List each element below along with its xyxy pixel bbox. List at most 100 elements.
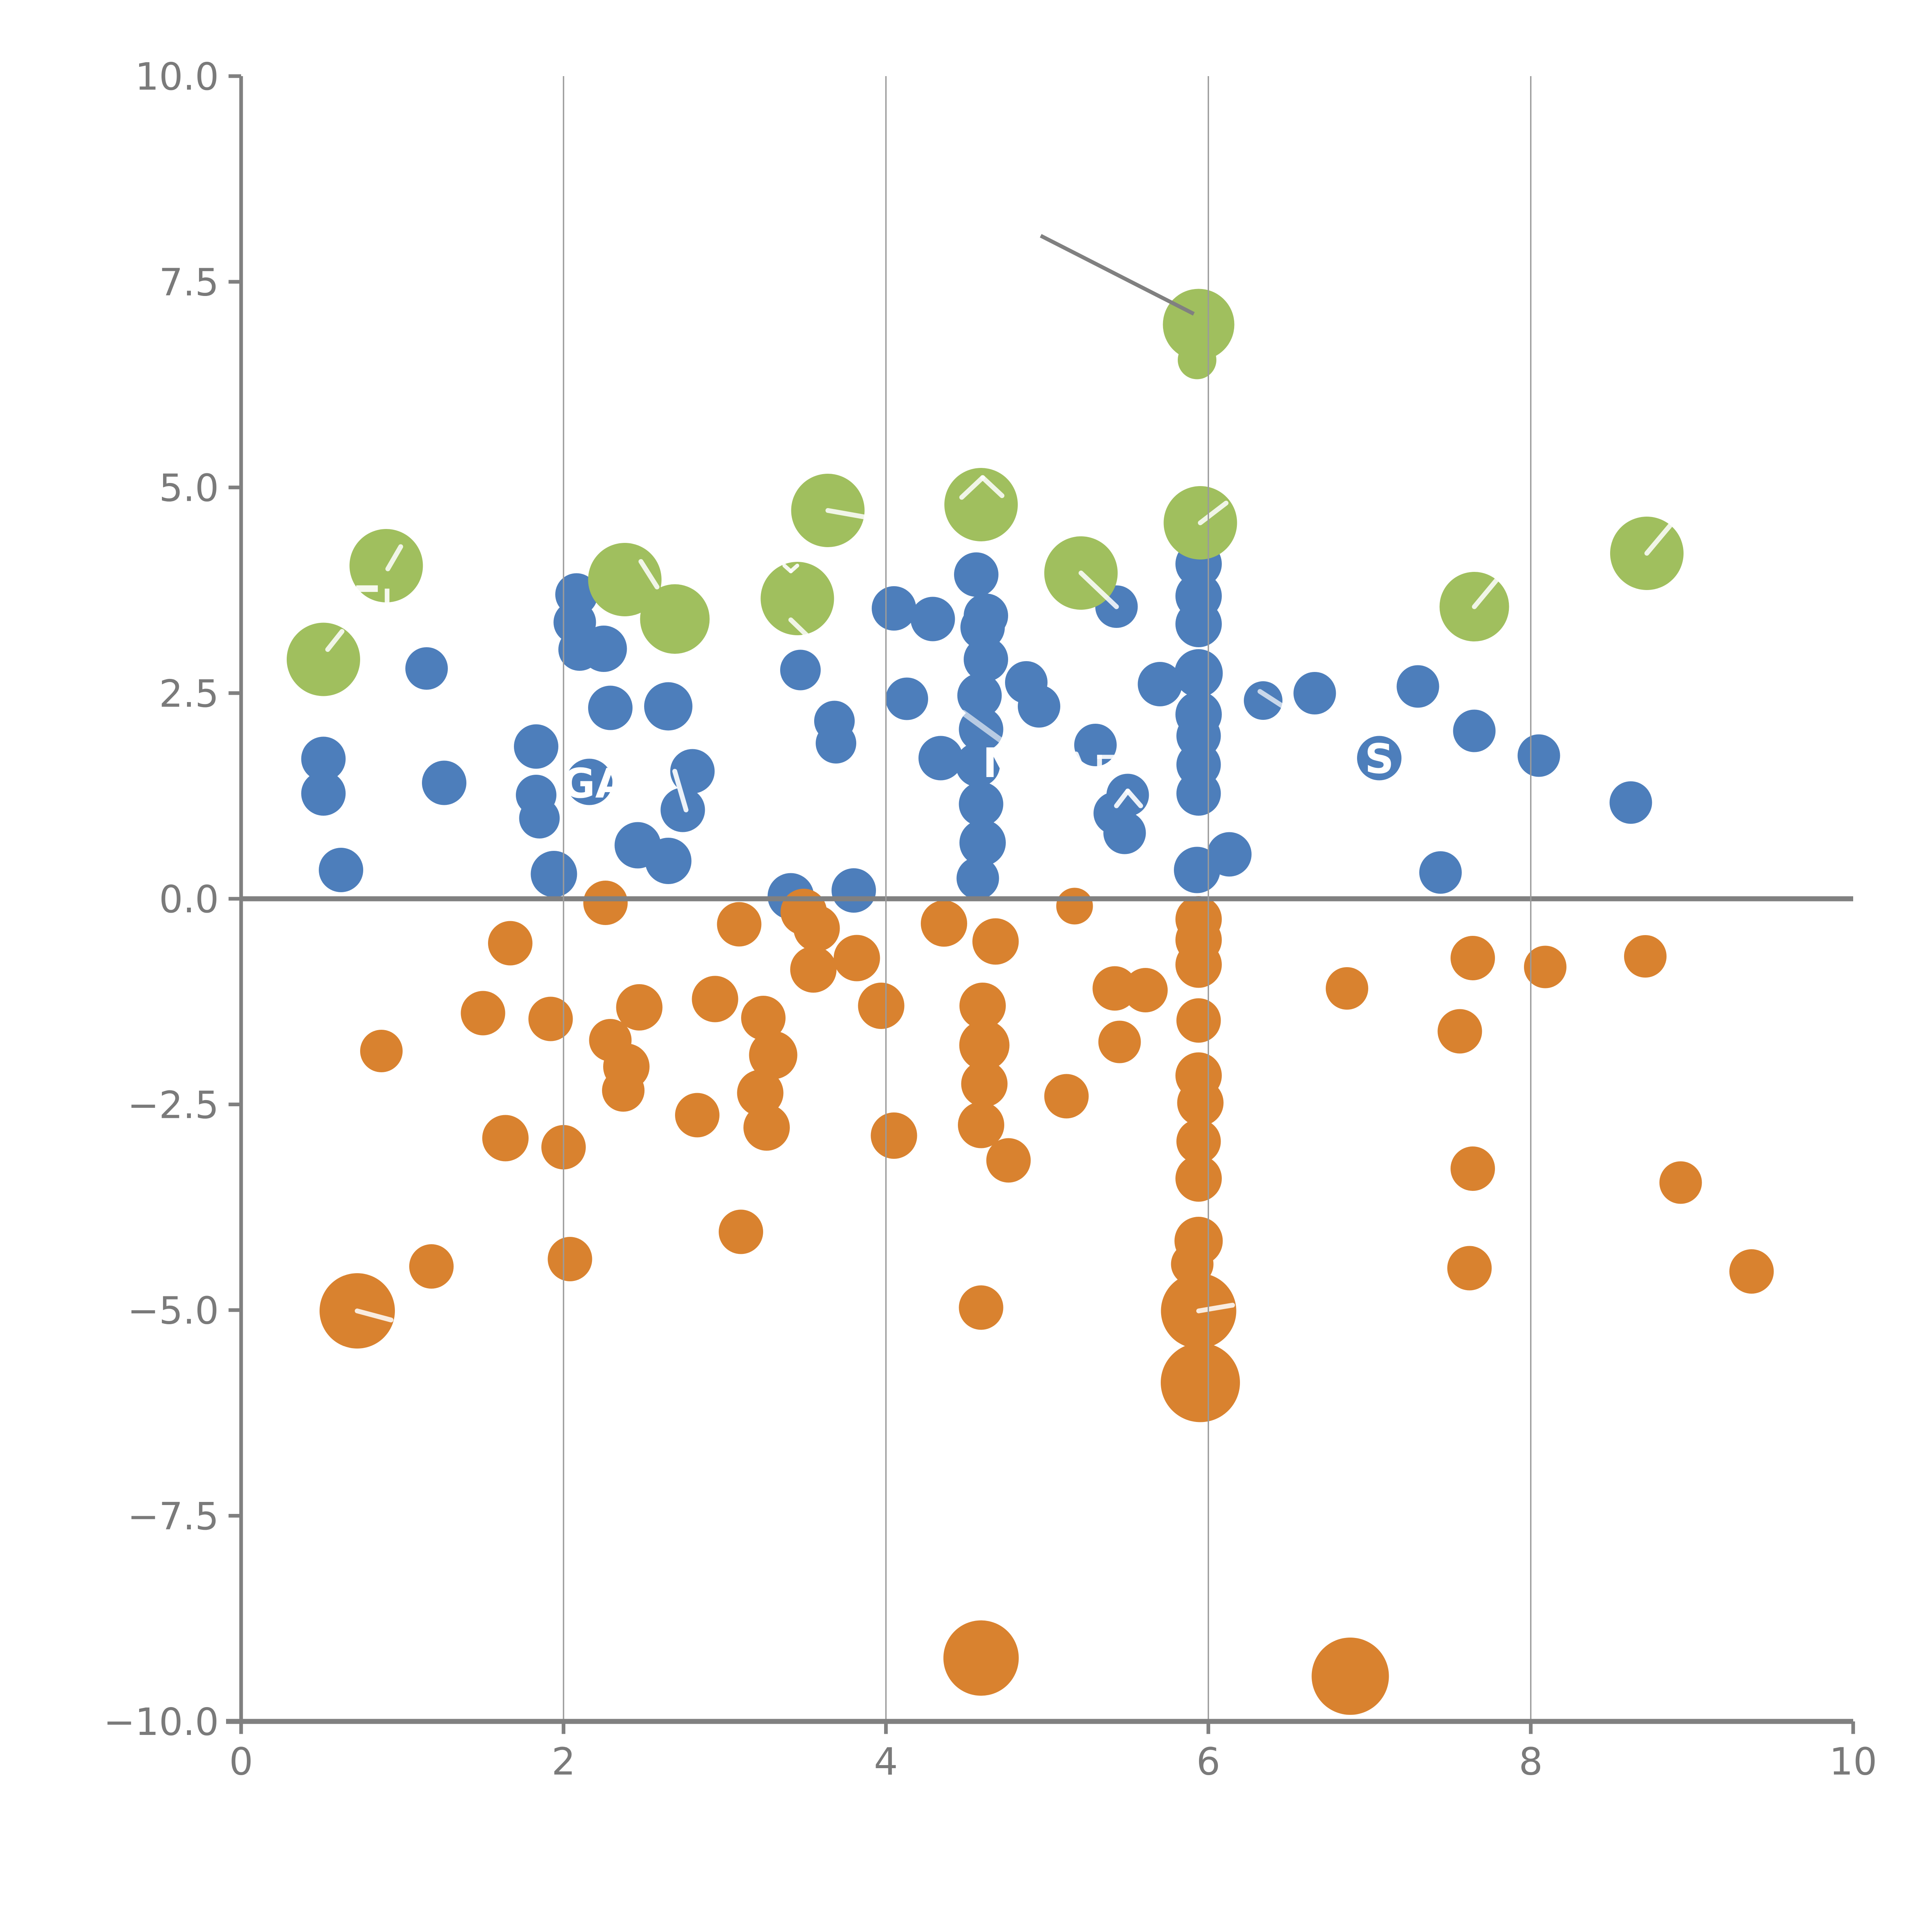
x-tick-label: 2 <box>551 1740 575 1784</box>
blue-series <box>301 541 1652 920</box>
scatter-point-orange <box>675 1093 719 1138</box>
scatter-point-blue <box>319 848 363 892</box>
label-fragment-line <box>672 769 689 813</box>
scatter-point-blue <box>959 820 1006 866</box>
annotation-line <box>1040 234 1195 316</box>
scatter-point-orange <box>1044 1074 1089 1119</box>
scatter-point-orange <box>583 881 628 925</box>
scatter-point-orange <box>1098 1020 1141 1063</box>
scatter-point-blue <box>580 626 627 672</box>
scatter-point-blue <box>1018 685 1060 728</box>
scatter-point-orange <box>1451 1146 1495 1191</box>
scatter-point-green <box>640 584 710 654</box>
scatter-point-blue <box>918 736 963 781</box>
label-fragment-bar <box>356 585 378 592</box>
scatter-point-blue <box>910 597 955 641</box>
scatter-point-orange <box>793 905 840 952</box>
scatter-point-orange <box>528 997 573 1041</box>
x-tick-label: 6 <box>1196 1740 1220 1784</box>
scatter-point-green <box>1178 340 1216 379</box>
scatter-point-orange <box>871 1112 917 1159</box>
scatter-point-orange <box>360 1030 403 1072</box>
x-tick-label: 4 <box>874 1740 898 1784</box>
label-fragment-line <box>638 559 660 590</box>
scatter-point-orange <box>790 946 837 993</box>
scatter-point-blue <box>960 605 1005 650</box>
scatter-point-orange <box>1175 941 1222 988</box>
scatter-point-blue <box>1396 665 1439 708</box>
scatter-point-orange <box>986 1138 1031 1183</box>
scatter-point-orange <box>749 1031 798 1079</box>
scatter-point-blue <box>780 650 821 690</box>
scatter-point-blue <box>1103 811 1146 854</box>
scatter-point-orange <box>1175 1155 1222 1202</box>
scatter-point-orange <box>1624 935 1667 978</box>
scatter-point-blue <box>588 685 633 730</box>
scatter-point-blue <box>405 647 448 690</box>
scatter-point-blue <box>872 586 916 631</box>
scatter-point-orange <box>959 1020 1010 1070</box>
x-tick-label: 10 <box>1829 1740 1877 1784</box>
scatter-point-orange <box>1123 968 1168 1012</box>
scatter-point-blue <box>1453 709 1496 752</box>
scatter-point-blue <box>1138 662 1182 706</box>
scatter-point-blue <box>832 868 876 913</box>
scatter-point-orange <box>1176 998 1221 1043</box>
label-fragment-bar <box>1097 755 1102 772</box>
scatter-point-orange <box>692 976 738 1022</box>
scatter-point-blue <box>1609 781 1652 824</box>
scatter-point-orange <box>972 918 1019 965</box>
label-fragment-line <box>959 475 985 500</box>
scatter-point-green <box>287 622 360 696</box>
scatter-point-blue <box>957 673 1002 718</box>
scatter-point-blue <box>301 771 346 816</box>
scatter-point-orange <box>719 1209 763 1254</box>
scatter-point-orange <box>1659 1161 1702 1204</box>
scatter-point-orange <box>482 1115 529 1162</box>
scatter-point-blue <box>645 838 692 884</box>
label-fragment-line <box>1257 689 1287 710</box>
scatter-point-orange <box>858 983 905 1029</box>
label-fragment-line <box>1073 752 1085 772</box>
label-fragment-line <box>980 475 1005 498</box>
scatter-point-blue <box>964 637 1008 682</box>
scatter-point-blue <box>956 742 1000 787</box>
y-tick-label: 10.0 <box>135 54 219 99</box>
point-label-fragment: S <box>1365 735 1394 782</box>
scatter-point-blue <box>959 782 1003 827</box>
scatter-point-orange <box>943 1620 1019 1696</box>
scatter-point-green <box>944 468 1018 541</box>
label-fragment-line <box>1472 571 1504 609</box>
scatter-point-blue <box>670 749 715 794</box>
scatter-point-blue <box>1174 649 1223 697</box>
scatter-point-blue <box>816 723 856 764</box>
scatter-point-blue <box>531 851 577 897</box>
point-label-fragment: N <box>983 740 1017 787</box>
label-fragment-line <box>1196 1303 1235 1313</box>
scatter-point-orange <box>1437 1009 1482 1054</box>
label-fragment-line <box>1644 516 1679 556</box>
scatter-point-orange <box>958 1102 1004 1148</box>
scatter-point-orange <box>1056 888 1093 925</box>
scatter-point-blue <box>566 759 612 805</box>
scatter-point-orange <box>1161 1343 1240 1422</box>
label-fragment-line <box>1198 500 1229 526</box>
scatter-point-orange <box>616 984 663 1031</box>
scatter-point-blue <box>519 798 560 838</box>
scatter-point-orange <box>602 1069 645 1112</box>
scatter-point-orange <box>959 983 1006 1029</box>
scatter-point-orange <box>461 991 505 1036</box>
scatter-point-blue <box>1244 681 1282 720</box>
label-fragment-bar <box>384 588 389 611</box>
point-label-fragment: GA <box>562 760 626 807</box>
scatter-point-orange <box>409 1244 454 1289</box>
x-tick-label: 8 <box>1519 1740 1543 1784</box>
label-fragment-line <box>825 508 867 520</box>
scatter-point-orange <box>741 996 786 1040</box>
scatter-point-blue <box>1176 771 1221 816</box>
orange-series <box>320 881 1774 1715</box>
scatter-point-green <box>760 562 834 635</box>
label-fragment-line <box>325 629 345 652</box>
